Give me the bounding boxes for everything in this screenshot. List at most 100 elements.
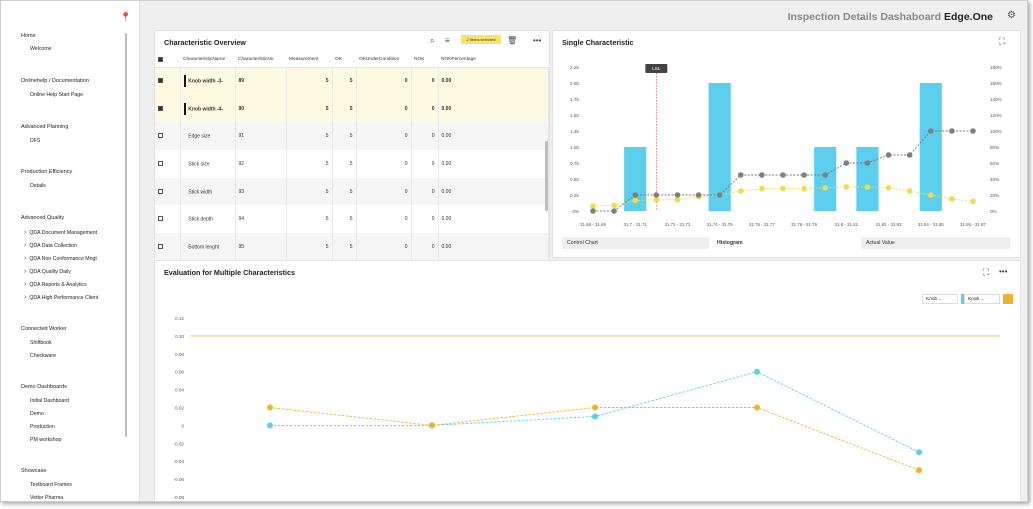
sidebar-item[interactable]: QDA High Performance Client [24, 294, 98, 301]
row-checkbox[interactable] [155, 122, 181, 151]
y-tick-label: 0% [572, 209, 579, 214]
sidebar-item[interactable]: Testboard Frames [30, 482, 72, 488]
table-cell: 0 [356, 94, 412, 123]
yellow-point [864, 184, 871, 190]
table-scrollbar[interactable] [545, 141, 548, 211]
row-checkbox[interactable] [155, 233, 181, 261]
sidebar-item[interactable]: Demo [30, 411, 44, 417]
row-checkbox[interactable] [155, 94, 181, 123]
col-header[interactable]: NOK [411, 53, 438, 68]
selected-count-badge: 2 items selected [461, 35, 501, 44]
sidebar-section-title: Advanced Planning [21, 124, 69, 130]
y-tick-label: 0.02 [175, 406, 184, 411]
sidebar-item[interactable]: Details [30, 183, 46, 189]
col-header[interactable]: OK [332, 53, 356, 68]
table-row[interactable]: Bottom lenght 95 5 5 0 0 0.00 [155, 233, 549, 261]
sidebar-item[interactable]: DFS [30, 138, 41, 144]
settings-sliders-icon[interactable]: ⚙ [1007, 10, 1016, 21]
more-icon[interactable]: ••• [533, 36, 542, 45]
delete-icon[interactable]: 🗑 [507, 36, 518, 45]
table-row[interactable]: Edge size 91 5 5 0 0 0.00 [155, 122, 549, 151]
select-all-checkbox[interactable] [155, 53, 180, 68]
histogram-bar [814, 147, 837, 211]
fullscreen-icon[interactable]: ⛶ [983, 267, 990, 277]
y-tick-label: 0.50 [570, 177, 579, 182]
row-checkbox[interactable] [155, 150, 181, 178]
tab-actual-value[interactable]: Actual Value [861, 237, 1010, 249]
table-cell: Stick depth [180, 205, 236, 234]
sidebar-item[interactable]: QDA Non Conformance Mngt [24, 255, 96, 262]
sidebar-item[interactable]: Initial Dashboard [30, 398, 69, 404]
pin-icon[interactable]: 📍 [120, 12, 132, 22]
cumulative-point [674, 192, 681, 198]
y-tick-label: 0.08 [175, 352, 184, 357]
fullscreen-icon[interactable]: ⛶ [999, 36, 1006, 46]
tab-histogram[interactable]: Histogram [712, 237, 858, 249]
sidebar-item[interactable]: QDA Document Management [24, 229, 97, 236]
sidebar-item[interactable]: Vetter Pharma [30, 495, 64, 501]
sidebar-item[interactable]: Shiftbook [30, 340, 52, 346]
table-cell: 0 [411, 67, 439, 95]
table-cell: 91 [235, 122, 287, 151]
search-icon[interactable]: ⌕ [430, 36, 435, 45]
sidebar: 📍 Home Welcome Onlinehelp / Documentation O… [1, 1, 140, 501]
col-header[interactable]: Measurement [286, 53, 332, 68]
legend-item[interactable]: Knob ... [964, 294, 1013, 304]
table-cell: 5 [332, 205, 357, 234]
col-header[interactable]: CharacteristicName [180, 53, 235, 68]
sidebar-section-title: Home [21, 33, 36, 39]
sidebar-item[interactable]: Production [30, 424, 55, 430]
series-point [267, 422, 273, 429]
col-header[interactable]: OKUnderCondition [356, 53, 411, 68]
cumulative-point [885, 152, 892, 158]
sidebar-item[interactable]: QDA Reports & Analytics [24, 281, 86, 288]
sidebar-item[interactable]: Checkware [30, 353, 56, 359]
y2-tick-label: 20% [990, 193, 999, 198]
table-row[interactable]: Knob width -3- 89 5 5 0 0 0.00 [155, 67, 549, 95]
table-cell: Edge size [180, 122, 236, 151]
sidebar-section-title: Demo Dashboards [21, 384, 67, 390]
cumulative-point [632, 192, 639, 198]
table-cell: 94 [235, 205, 287, 234]
histogram-bar [919, 83, 942, 211]
col-header[interactable]: NOKPercentage [438, 53, 548, 68]
cumulative-point [653, 192, 660, 198]
y-tick-label: -0.04 [174, 459, 185, 464]
legend-item[interactable]: Knob ... [922, 294, 971, 304]
y-tick-label: 1.50 [570, 113, 579, 118]
row-checkbox[interactable] [155, 177, 181, 206]
table-cell: 5 [286, 177, 333, 206]
table-header: CharacteristicName CharacteristicNo Meas… [155, 53, 548, 68]
y-tick-label: 1.75 [570, 97, 579, 102]
tab-control-chart[interactable]: Control Chart [562, 237, 709, 249]
series-line [269, 407, 920, 471]
sidebar-item[interactable]: Welcome [30, 46, 52, 52]
sidebar-item[interactable]: QDA Data Collection [24, 242, 77, 249]
table-row[interactable]: Knob width -4- 90 5 5 0 0 0.00 [155, 94, 549, 123]
col-header[interactable]: CharacteristicNo [235, 53, 286, 68]
lsl-label-bg [645, 64, 668, 73]
row-checkbox[interactable] [155, 67, 181, 95]
y2-tick-label: 60% [990, 161, 999, 166]
yellow-point [906, 188, 913, 194]
table-cell: 0 [356, 150, 412, 178]
sidebar-item[interactable]: PM workshop [30, 437, 62, 443]
table-cell: 5 [286, 233, 333, 261]
characteristics-table: CharacteristicName CharacteristicNo Meas… [155, 53, 549, 261]
cumulative-point [927, 128, 934, 134]
filter-icon[interactable]: ≡ [445, 36, 450, 45]
sidebar-item[interactable]: Online Help Start Page [30, 92, 84, 98]
x-tick-label: 31.78 - 31.79 [791, 222, 817, 227]
x-tick-label: 31.74 - 31.75 [707, 222, 733, 227]
more-icon[interactable]: ••• [999, 267, 1008, 276]
table-row[interactable]: Stick size 92 5 5 0 0 0.00 [155, 150, 549, 178]
table-cell: 0 [356, 122, 412, 151]
table-row[interactable]: Stick depth 94 5 5 0 0 0.00 [155, 205, 549, 234]
sidebar-scrollbar[interactable] [125, 33, 127, 437]
row-checkbox[interactable] [155, 205, 181, 234]
series-point [592, 413, 598, 420]
y2-tick-label: 80% [990, 145, 999, 150]
sidebar-item[interactable]: QDA Quality Daily [24, 268, 71, 275]
table-row[interactable]: Stick width 93 5 5 0 0 0.00 [155, 177, 549, 206]
panel-title: Single Characteristic [562, 38, 634, 47]
